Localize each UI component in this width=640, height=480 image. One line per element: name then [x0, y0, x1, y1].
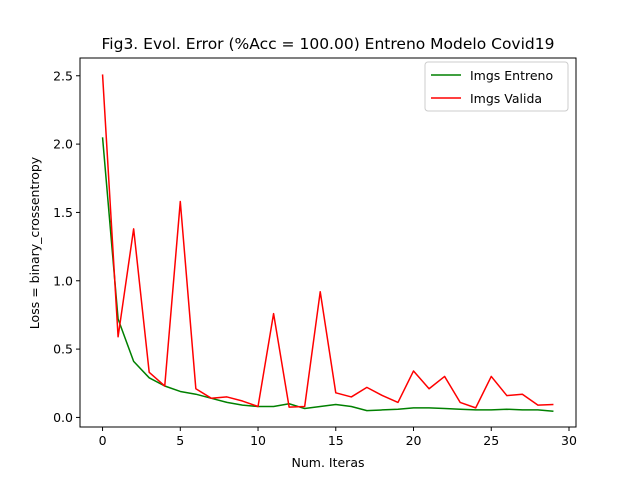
- x-axis: 0 5 10 15 20 25 30: [99, 427, 577, 448]
- legend: Imgs Entreno Imgs Valida: [424, 61, 569, 112]
- chart-title: Fig3. Evol. Error (%Acc = 100.00) Entren…: [102, 35, 555, 53]
- y-tick-label: 0.5: [53, 342, 73, 357]
- y-tick-label: 0.0: [53, 410, 73, 425]
- series-line-2: [101, 74, 554, 409]
- legend-label-valida: Imgs Valida: [470, 91, 542, 106]
- y-axis-label: Loss = binary_crossentropy: [27, 156, 42, 329]
- legend-label-entreno: Imgs Entreno: [470, 68, 553, 83]
- x-tick-label: 20: [406, 433, 422, 448]
- series-line-1: [101, 137, 554, 413]
- x-tick-label: 25: [483, 433, 499, 448]
- axes-frame: [79, 57, 577, 428]
- x-tick-label: 5: [176, 433, 184, 448]
- plot-area: [101, 74, 554, 413]
- y-tick-label: 1.0: [53, 273, 73, 288]
- x-tick-label: 15: [328, 433, 344, 448]
- x-tick-label: 0: [99, 433, 107, 448]
- y-tick-label: 2.0: [53, 137, 73, 152]
- y-axis: 0.0 0.5 1.0 1.5 2.0 2.5: [53, 68, 80, 425]
- x-tick-label: 10: [250, 433, 266, 448]
- y-tick-label: 2.5: [53, 68, 73, 83]
- x-axis-label: Num. Iteras: [292, 455, 365, 470]
- y-tick-label: 1.5: [53, 205, 73, 220]
- x-tick-label: 30: [561, 433, 577, 448]
